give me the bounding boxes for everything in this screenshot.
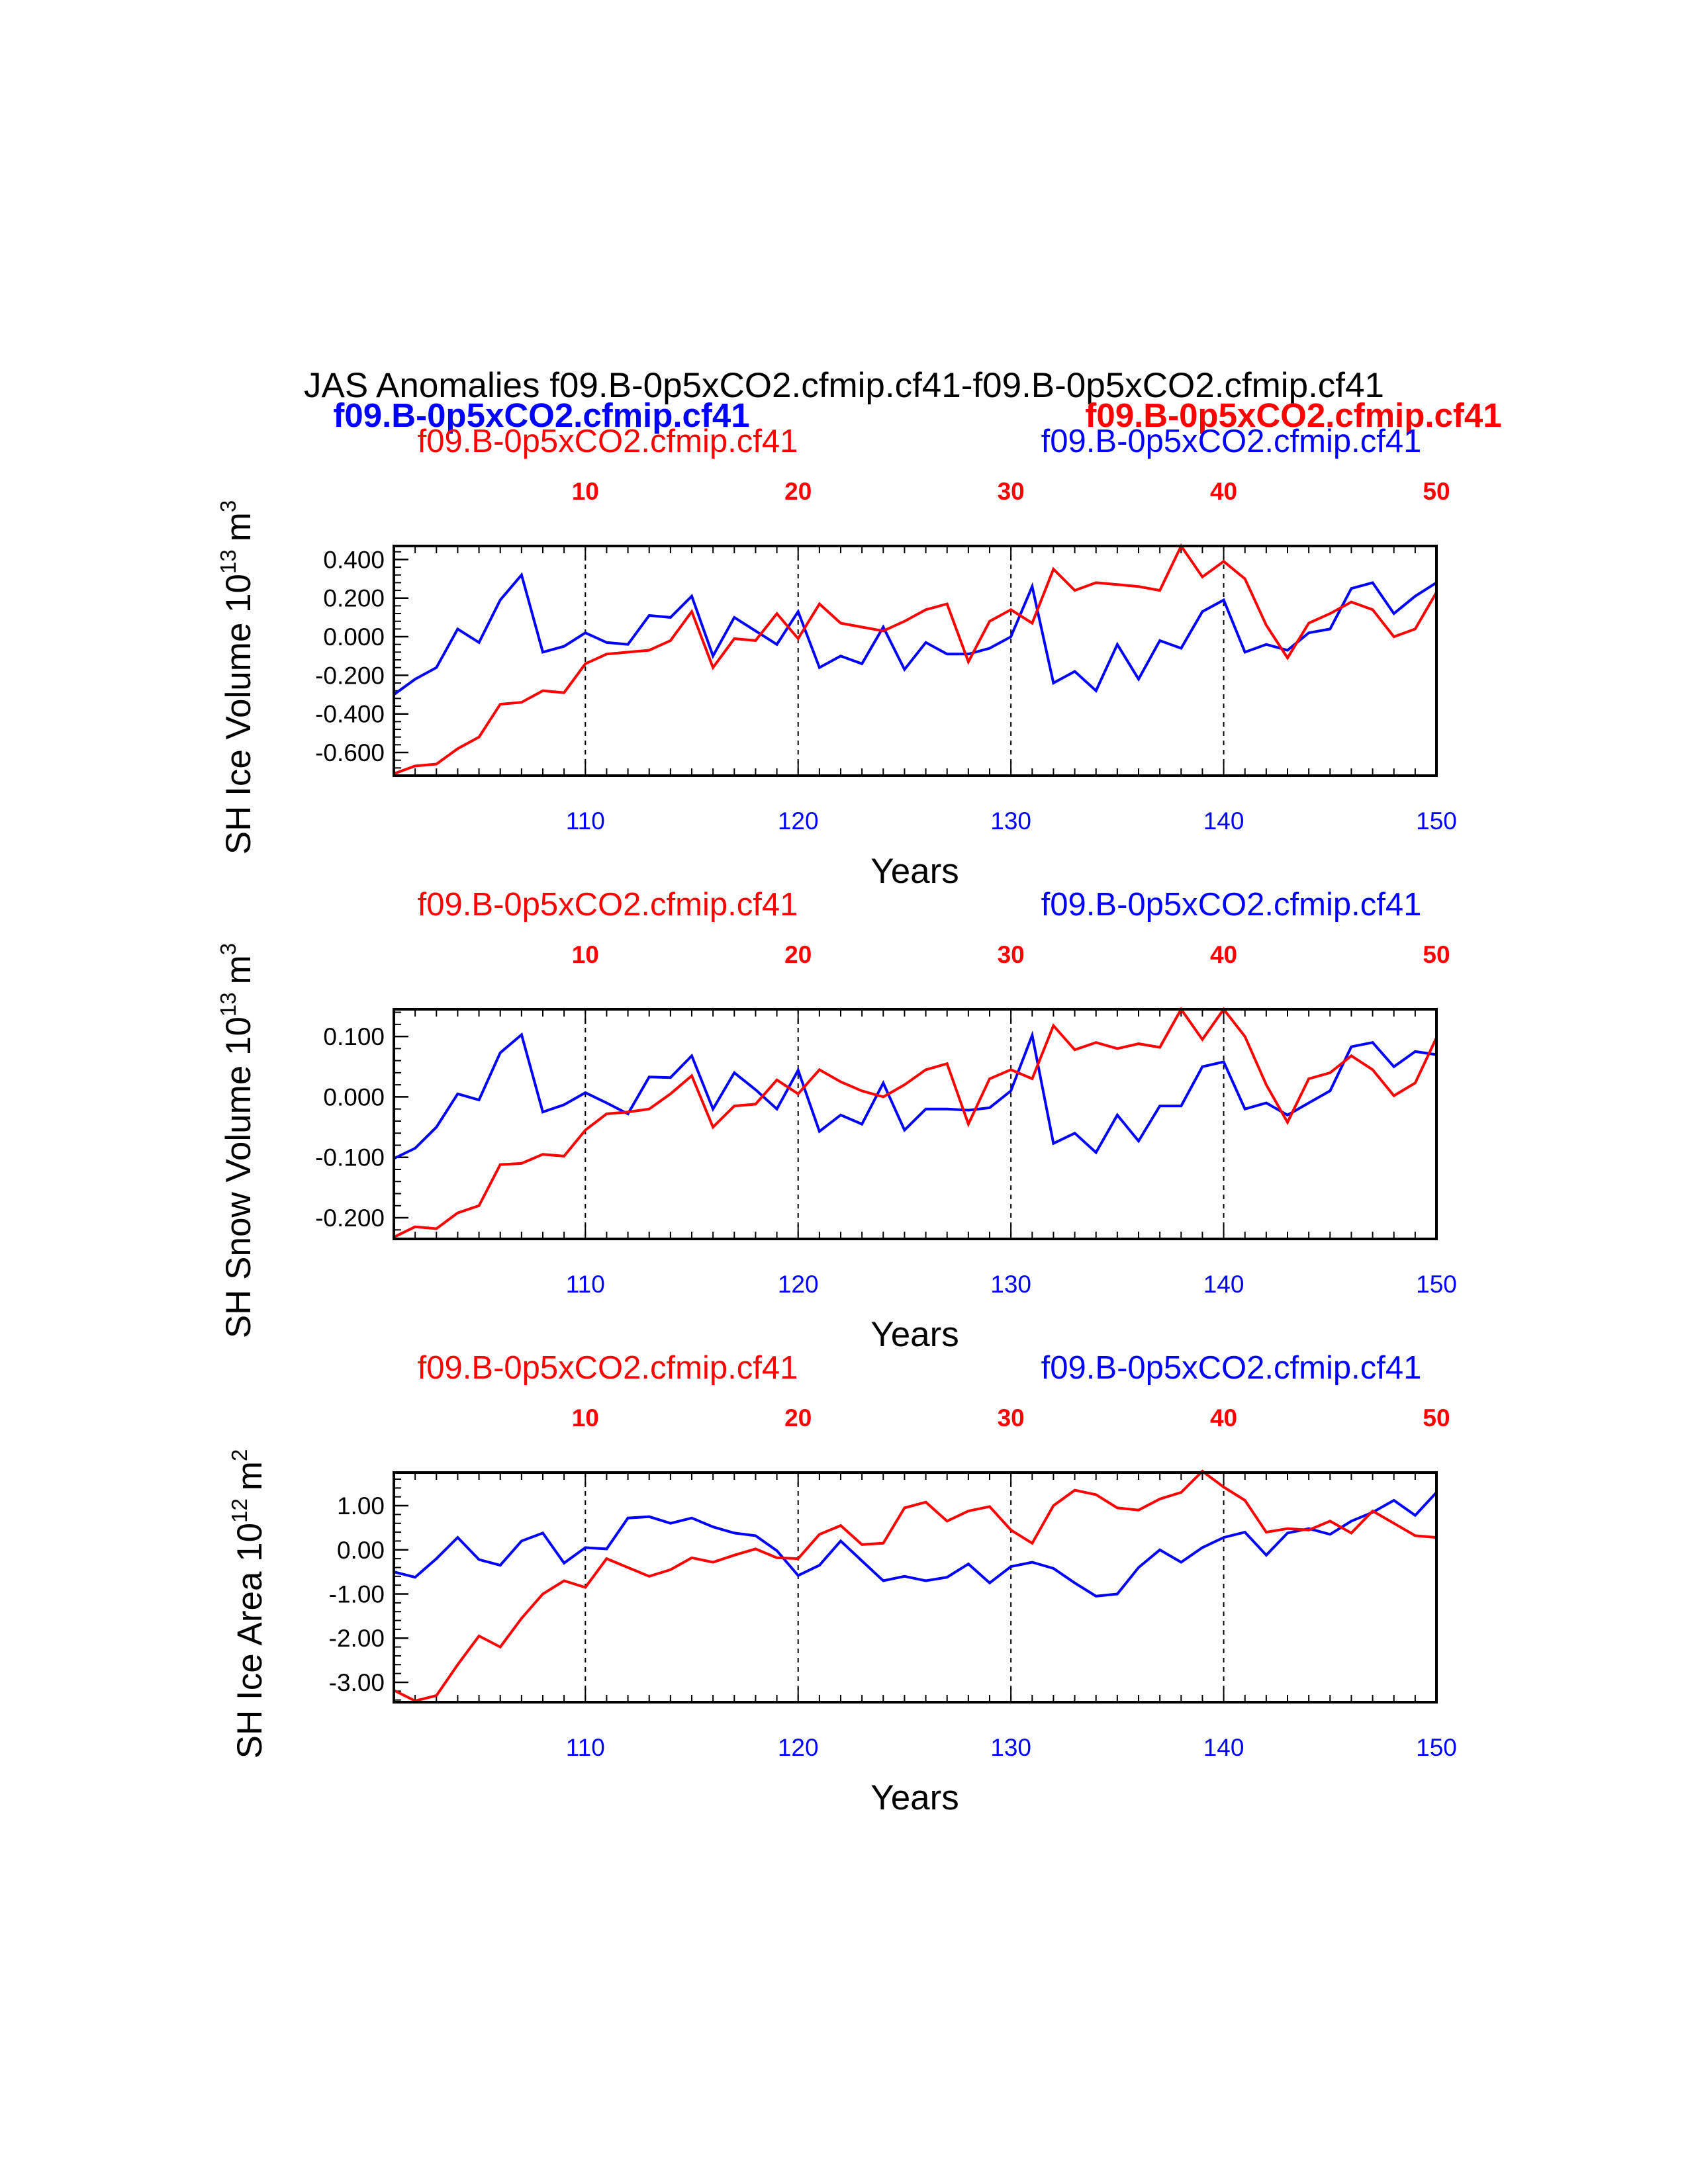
x-tick-label-top: 20 — [784, 1404, 812, 1432]
y-axis-title-exponent: 13 — [216, 549, 240, 574]
series-line-red — [393, 543, 1438, 775]
y-axis-title: SH Snow Volume 1013 m3 — [216, 943, 258, 1338]
x-axis-title: Years — [870, 1315, 959, 1354]
y-tick-label: -0.200 — [315, 1205, 385, 1232]
y-tick-label: -1.00 — [329, 1581, 385, 1608]
y-axis-title-text: SH Snow Volume 10 — [219, 1017, 258, 1338]
figure-title: JAS Anomalies f09.B-0p5xCO2.cfmip.cf41-f… — [304, 366, 1384, 405]
panel-subtitle-right: f09.B-0p5xCO2.cfmip.cf41 — [1041, 887, 1422, 923]
y-tick-label: -0.400 — [315, 701, 385, 728]
y-tick-label: -0.600 — [315, 739, 385, 766]
x-tick-label-bottom: 140 — [1203, 1271, 1244, 1298]
series-line-blue — [393, 572, 1438, 696]
y-axis-title-unit: m — [219, 512, 258, 541]
x-tick-label-bottom: 120 — [778, 1734, 819, 1761]
x-tick-label-bottom: 140 — [1203, 1734, 1244, 1761]
series-line-red — [393, 1469, 1437, 1703]
series-line-blue — [393, 1491, 1438, 1598]
panel-subtitle-left: f09.B-0p5xCO2.cfmip.cf41 — [418, 887, 798, 923]
x-tick-label-top: 30 — [998, 1404, 1025, 1432]
y-axis-title: SH Ice Area 1012 m2 — [227, 1449, 269, 1759]
y-axis-title-unit-exponent: 2 — [227, 1449, 252, 1461]
case2-legend: f09.B-0p5xCO2.cfmip.cf41 — [1085, 396, 1501, 434]
x-tick-label-top: 20 — [784, 941, 812, 968]
x-tick-label-top: 10 — [572, 1404, 599, 1432]
y-tick-label: 0.00 — [337, 1537, 385, 1564]
x-tick-label-bottom: 120 — [778, 1271, 819, 1298]
series-line-blue — [393, 1030, 1437, 1160]
x-tick-label-bottom: 120 — [778, 807, 819, 835]
y-axis-title-unit: m — [230, 1461, 269, 1490]
y-tick-label: -0.200 — [315, 662, 385, 689]
series-line-red — [393, 1007, 1438, 1239]
y-tick-label: 0.400 — [323, 546, 385, 573]
x-tick-label-bottom: 130 — [990, 1271, 1031, 1298]
x-tick-label-top: 50 — [1423, 941, 1450, 968]
panel-1: f09.B-0p5xCO2.cfmip.cf41 f09.B-0p5xCO2.cf… — [216, 424, 1457, 891]
panel-subtitle-left: f09.B-0p5xCO2.cfmip.cf41 — [418, 1350, 798, 1386]
x-tick-label-bottom: 130 — [990, 807, 1031, 835]
x-tick-label-top: 10 — [572, 478, 599, 505]
y-axis-title-unit: m — [219, 955, 258, 984]
y-axis-title-unit-exponent: 3 — [216, 943, 240, 955]
x-axis-title: Years — [870, 1778, 959, 1817]
y-tick-label: -2.00 — [329, 1625, 385, 1652]
x-tick-label-top: 30 — [998, 478, 1025, 505]
panel-3: f09.B-0p5xCO2.cfmip.cf41 f09.B-0p5xCO2.cf… — [227, 1350, 1457, 1817]
x-axis-title: Years — [870, 852, 959, 891]
x-tick-label-top: 30 — [998, 941, 1025, 968]
y-axis-title-unit-exponent: 3 — [216, 500, 240, 512]
panel-subtitle-right: f09.B-0p5xCO2.cfmip.cf41 — [1041, 1350, 1422, 1386]
y-tick-label: -0.100 — [315, 1144, 385, 1171]
y-tick-label: 0.100 — [323, 1023, 385, 1050]
x-tick-label-top: 10 — [572, 941, 599, 968]
y-axis-title-exponent: 13 — [216, 992, 240, 1017]
x-tick-label-bottom: 150 — [1416, 1734, 1457, 1761]
y-tick-label: 0.200 — [323, 585, 385, 612]
x-tick-label-top: 40 — [1210, 478, 1237, 505]
x-tick-label-bottom: 130 — [990, 1734, 1031, 1761]
panels: f09.B-0p5xCO2.cfmip.cf41 f09.B-0p5xCO2.cf… — [216, 424, 1457, 1817]
y-axis-title-text: SH Ice Volume 10 — [219, 574, 258, 854]
y-axis-title-exponent: 12 — [227, 1498, 252, 1523]
x-tick-label-top: 40 — [1210, 941, 1237, 968]
plot-frame — [393, 545, 1438, 777]
y-tick-label: 0.000 — [323, 1083, 385, 1111]
panel-2: f09.B-0p5xCO2.cfmip.cf41 f09.B-0p5xCO2.cf… — [216, 887, 1457, 1354]
x-tick-label-top: 50 — [1423, 478, 1450, 505]
y-axis-title-text: SH Ice Area 10 — [230, 1523, 269, 1758]
x-tick-label-bottom: 140 — [1203, 807, 1244, 835]
y-tick-label: 1.00 — [337, 1492, 385, 1520]
x-tick-label-bottom: 150 — [1416, 1271, 1457, 1298]
x-tick-label-top: 40 — [1210, 1404, 1237, 1432]
y-tick-label: 0.000 — [323, 623, 385, 651]
case1-legend: f09.B-0p5xCO2.cfmip.cf41 — [333, 396, 749, 434]
x-tick-label-bottom: 110 — [566, 1734, 605, 1761]
y-tick-label: -3.00 — [329, 1669, 385, 1696]
panel-subtitle-right: f09.B-0p5xCO2.cfmip.cf41 — [1041, 424, 1422, 459]
panel-subtitle-left: f09.B-0p5xCO2.cfmip.cf41 — [418, 424, 798, 459]
x-tick-label-bottom: 110 — [566, 1271, 605, 1298]
x-tick-label-bottom: 150 — [1416, 807, 1457, 835]
y-axis-title: SH Ice Volume 1013 m3 — [216, 500, 258, 854]
x-tick-label-top: 20 — [784, 478, 812, 505]
x-tick-label-top: 50 — [1423, 1404, 1450, 1432]
plot-frame — [393, 1471, 1438, 1704]
plot-frame — [393, 1008, 1438, 1240]
x-tick-label-bottom: 110 — [566, 807, 605, 835]
